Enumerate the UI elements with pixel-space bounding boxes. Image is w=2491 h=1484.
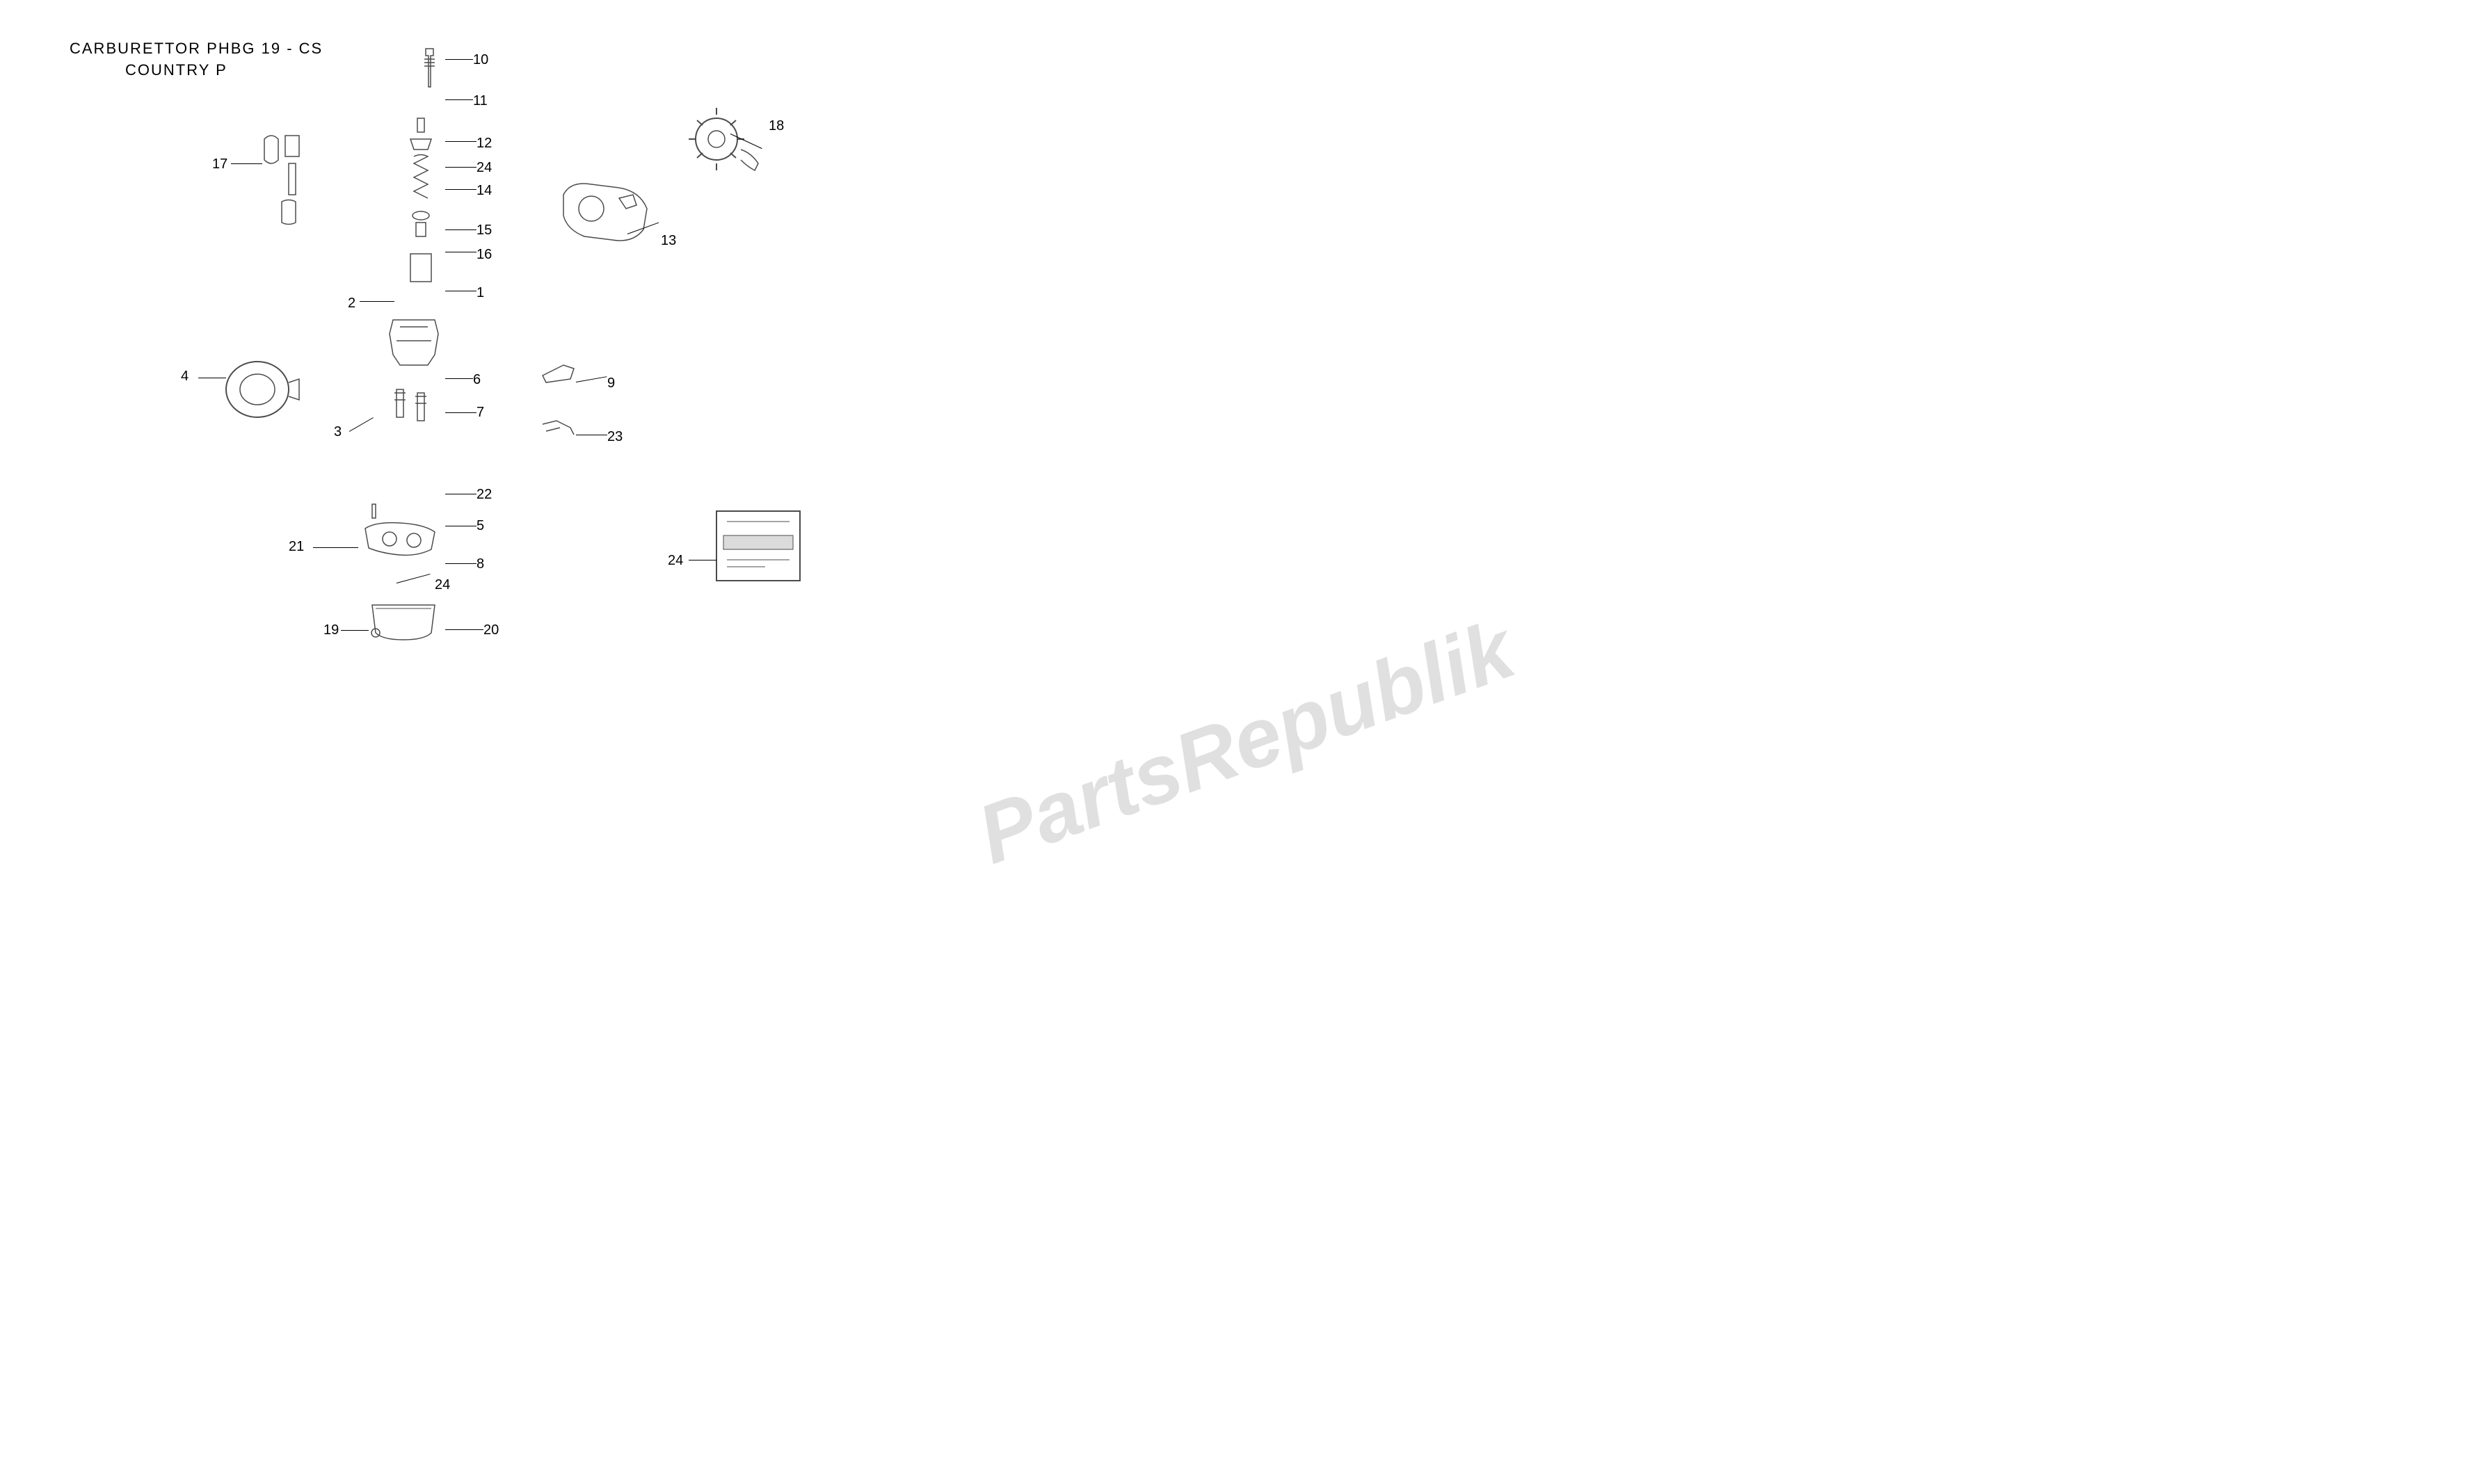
- callout-19: 19: [323, 622, 339, 638]
- part-screw-top: [417, 45, 442, 94]
- callout-1: 1: [476, 285, 484, 301]
- leader-line-16: [313, 547, 358, 548]
- part-24-label: [710, 504, 807, 588]
- leader-line-0: [445, 59, 473, 60]
- callout-24: 24: [435, 577, 450, 593]
- part-23-bracket: [536, 410, 584, 445]
- callout-24: 24: [476, 160, 492, 176]
- part-spring-assembly: [397, 115, 445, 303]
- callout-8: 8: [476, 556, 484, 572]
- part-9-lever: [536, 355, 584, 389]
- callout-21: 21: [289, 539, 304, 555]
- part-float-bowl: [362, 595, 445, 647]
- callout-5: 5: [476, 518, 484, 534]
- leader-line-6: [445, 229, 476, 230]
- diagram-container: CARBURETTOR PHBG 19 - CS COUNTRY P: [0, 0, 2491, 1484]
- callout-20: 20: [483, 622, 499, 638]
- leader-line-3: [445, 167, 476, 168]
- callout-2: 2: [348, 296, 355, 312]
- callout-4: 4: [181, 369, 189, 385]
- callout-18: 18: [769, 118, 784, 134]
- leader-line-12: [445, 412, 476, 413]
- leader-line-5: [231, 163, 262, 164]
- leader-line-11: [445, 378, 473, 379]
- callout-13: 13: [661, 233, 676, 249]
- callout-22: 22: [476, 487, 492, 503]
- callout-24: 24: [668, 553, 683, 569]
- part-18-gear: [675, 101, 772, 184]
- callout-14: 14: [476, 183, 492, 199]
- leader-line-4: [445, 189, 476, 190]
- part-float-chamber-top: [355, 501, 445, 570]
- callout-10: 10: [473, 52, 488, 68]
- callout-16: 16: [476, 247, 492, 263]
- callout-3: 3: [334, 424, 342, 440]
- callout-11: 11: [473, 93, 488, 109]
- callout-17: 17: [212, 156, 227, 172]
- leader-line-2: [445, 141, 476, 142]
- callout-12: 12: [476, 136, 492, 152]
- leader-line-19: [445, 629, 483, 630]
- leader-line-9: [360, 301, 394, 302]
- part-17-assembly: [257, 125, 320, 229]
- leader-line-23: [397, 574, 431, 583]
- part-4-flange: [223, 355, 306, 424]
- leader-line-1: [445, 99, 473, 100]
- diagram-area: 1011171224181415161321469723322521824241…: [0, 0, 2491, 1484]
- callout-9: 9: [607, 376, 615, 392]
- callout-7: 7: [476, 405, 484, 421]
- leader-line-13: [349, 417, 374, 432]
- part-carb-body: [379, 306, 449, 376]
- leader-line-18: [341, 630, 369, 631]
- leader-line-17: [445, 563, 476, 564]
- part-13-body: [550, 167, 661, 257]
- part-jets: [386, 382, 442, 438]
- callout-23: 23: [607, 429, 623, 445]
- callout-15: 15: [476, 223, 492, 239]
- callout-6: 6: [473, 372, 481, 388]
